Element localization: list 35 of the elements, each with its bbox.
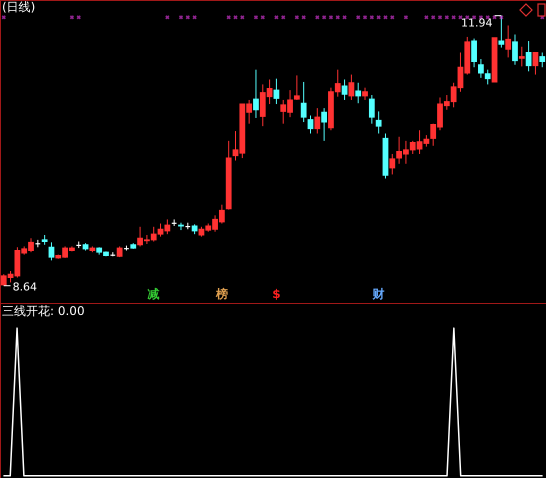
candlestick <box>512 34 518 66</box>
text: $ <box>272 287 281 301</box>
candlestick <box>532 52 538 76</box>
annotation: 11.94 <box>461 16 493 30</box>
candlestick <box>539 52 546 68</box>
candlestick <box>505 24 512 58</box>
text: 榜 <box>214 287 228 301</box>
candlestick <box>484 69 491 85</box>
candlestick <box>355 82 362 104</box>
candlestick <box>300 81 307 123</box>
candlestick <box>192 224 198 235</box>
candlestick <box>389 153 396 175</box>
candlestick <box>42 234 48 246</box>
text: 减 <box>148 287 160 301</box>
candlestick <box>314 108 320 134</box>
chart-title: (日线) <box>2 0 36 14</box>
candlestick <box>348 74 354 100</box>
candlestick <box>321 108 328 142</box>
chart-title: 三线开花: 0.00 <box>2 304 85 318</box>
candlestick <box>478 58 484 78</box>
candlestick <box>342 78 348 100</box>
annotation: 8.64 <box>12 280 38 294</box>
candlestick <box>376 110 382 134</box>
candlestick <box>526 40 532 72</box>
candlestick <box>274 78 280 105</box>
candlestick <box>308 115 314 134</box>
candlestick <box>253 69 259 118</box>
candlestick <box>294 74 300 100</box>
candlestick <box>498 15 504 48</box>
candlestick <box>362 87 368 100</box>
candlestick <box>471 38 477 68</box>
candlestick <box>48 242 54 261</box>
text: 财 <box>372 287 385 301</box>
candlestick <box>368 94 375 124</box>
candlestick <box>518 46 525 67</box>
